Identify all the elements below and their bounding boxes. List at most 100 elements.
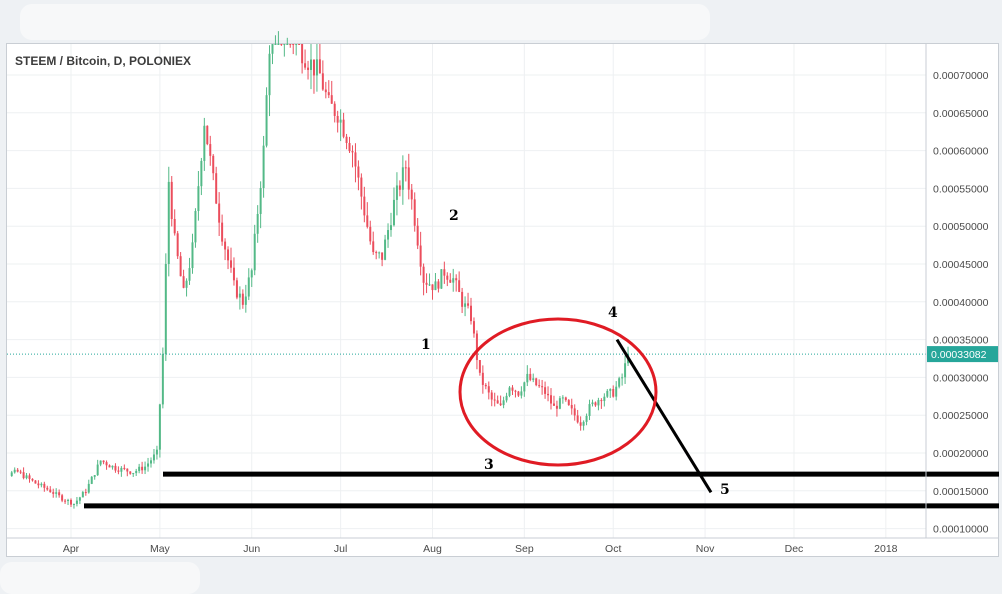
candle-body bbox=[615, 386, 618, 397]
candle-body bbox=[247, 277, 250, 297]
candle-body bbox=[221, 222, 224, 242]
candle-body bbox=[40, 483, 43, 486]
candle-body bbox=[301, 44, 304, 64]
candle-body bbox=[274, 44, 277, 45]
x-tick-label: Oct bbox=[605, 543, 621, 555]
candle-body bbox=[235, 280, 238, 298]
candle-body bbox=[61, 495, 64, 501]
candle-body bbox=[173, 219, 176, 234]
candle-body bbox=[437, 281, 440, 289]
candle-body bbox=[52, 492, 55, 494]
x-tick-label: Aug bbox=[423, 543, 442, 555]
candle-body bbox=[573, 408, 576, 416]
candle-body bbox=[70, 499, 72, 505]
candle-body bbox=[363, 196, 366, 216]
y-tick-label: 0.00020000 bbox=[933, 448, 989, 460]
x-tick-label: May bbox=[150, 543, 171, 555]
y-tick-label: 0.00050000 bbox=[933, 221, 989, 233]
candle-body bbox=[490, 392, 493, 400]
candle-body bbox=[484, 384, 487, 387]
candle-body bbox=[277, 44, 280, 45]
candle-body bbox=[404, 167, 407, 169]
candle-body bbox=[452, 278, 455, 283]
candle-body bbox=[348, 142, 351, 152]
y-tick-label: 0.00030000 bbox=[933, 372, 989, 384]
candle-body bbox=[434, 281, 437, 291]
candle-body bbox=[117, 470, 120, 472]
candle-body bbox=[508, 387, 511, 396]
candle-body bbox=[321, 73, 324, 90]
y-tick-label: 0.00065000 bbox=[933, 108, 989, 120]
candle-body bbox=[579, 422, 582, 426]
y-tick-label: 0.00060000 bbox=[933, 146, 989, 158]
x-tick-label: Nov bbox=[696, 543, 715, 555]
candle-body bbox=[286, 44, 289, 45]
candle-body bbox=[253, 233, 256, 271]
candle-body bbox=[360, 177, 363, 197]
candle-body bbox=[558, 398, 561, 409]
candle-body bbox=[369, 226, 372, 242]
candle-body bbox=[585, 415, 588, 422]
candle-body bbox=[381, 252, 384, 260]
candle-body bbox=[422, 266, 425, 283]
candle-body bbox=[547, 393, 550, 396]
candle-body bbox=[472, 321, 475, 334]
candle-body bbox=[114, 465, 117, 471]
candle-body bbox=[612, 388, 615, 397]
candle-body bbox=[191, 242, 194, 269]
candle-body bbox=[464, 303, 467, 307]
candle-body bbox=[132, 473, 135, 475]
candle-body bbox=[576, 415, 579, 423]
candle-body bbox=[446, 275, 449, 280]
y-tick-label: 0.00015000 bbox=[933, 486, 989, 498]
candle-body bbox=[206, 125, 209, 145]
candle-body bbox=[526, 373, 529, 383]
candle-body bbox=[67, 499, 70, 502]
candle-body bbox=[230, 260, 233, 268]
candle-body bbox=[624, 363, 627, 378]
candle-body bbox=[188, 268, 191, 281]
y-tick-label: 0.00025000 bbox=[933, 410, 989, 422]
candle-body bbox=[609, 388, 612, 391]
candle-body bbox=[155, 449, 158, 455]
candle-body bbox=[618, 378, 621, 387]
candle-body bbox=[212, 155, 215, 174]
candle-body bbox=[34, 480, 37, 484]
candle-body bbox=[37, 483, 40, 486]
candle-body bbox=[167, 181, 170, 264]
y-tick-label: 0.00045000 bbox=[933, 259, 989, 271]
x-tick-label: Jul bbox=[334, 543, 347, 555]
candle-body bbox=[262, 145, 265, 189]
candle-body bbox=[413, 199, 416, 226]
candle-body bbox=[215, 173, 218, 204]
last-price-label: 0.00033082 bbox=[931, 349, 987, 361]
candle-body bbox=[58, 492, 61, 496]
candle-body bbox=[244, 296, 247, 305]
y-tick-label: 0.00040000 bbox=[933, 297, 989, 309]
candle-body bbox=[567, 400, 570, 405]
candle-body bbox=[339, 119, 342, 123]
candle-body bbox=[218, 203, 221, 223]
candle-body bbox=[75, 500, 78, 504]
chart-panel[interactable] bbox=[6, 43, 999, 557]
candle-body bbox=[25, 475, 28, 479]
candle-body bbox=[310, 59, 313, 70]
candle-body bbox=[529, 373, 532, 380]
candle-body bbox=[390, 225, 393, 231]
candle-body bbox=[141, 466, 144, 471]
candle-body bbox=[318, 59, 321, 74]
candle-body bbox=[227, 249, 230, 261]
candle-body bbox=[268, 53, 271, 96]
candle-body bbox=[49, 489, 52, 493]
candle-body bbox=[440, 269, 443, 289]
chart-title: STEEM / Bitcoin, D, POLONIEX bbox=[15, 54, 191, 68]
candle-body bbox=[295, 44, 298, 45]
candle-body bbox=[621, 377, 624, 379]
x-tick-label: Jun bbox=[243, 543, 260, 555]
grid bbox=[7, 44, 926, 538]
y-tick-label: 0.00010000 bbox=[933, 524, 989, 536]
projection-trend-line bbox=[615, 338, 713, 494]
candle-body bbox=[93, 475, 96, 477]
wave-label: 3 bbox=[484, 457, 494, 473]
